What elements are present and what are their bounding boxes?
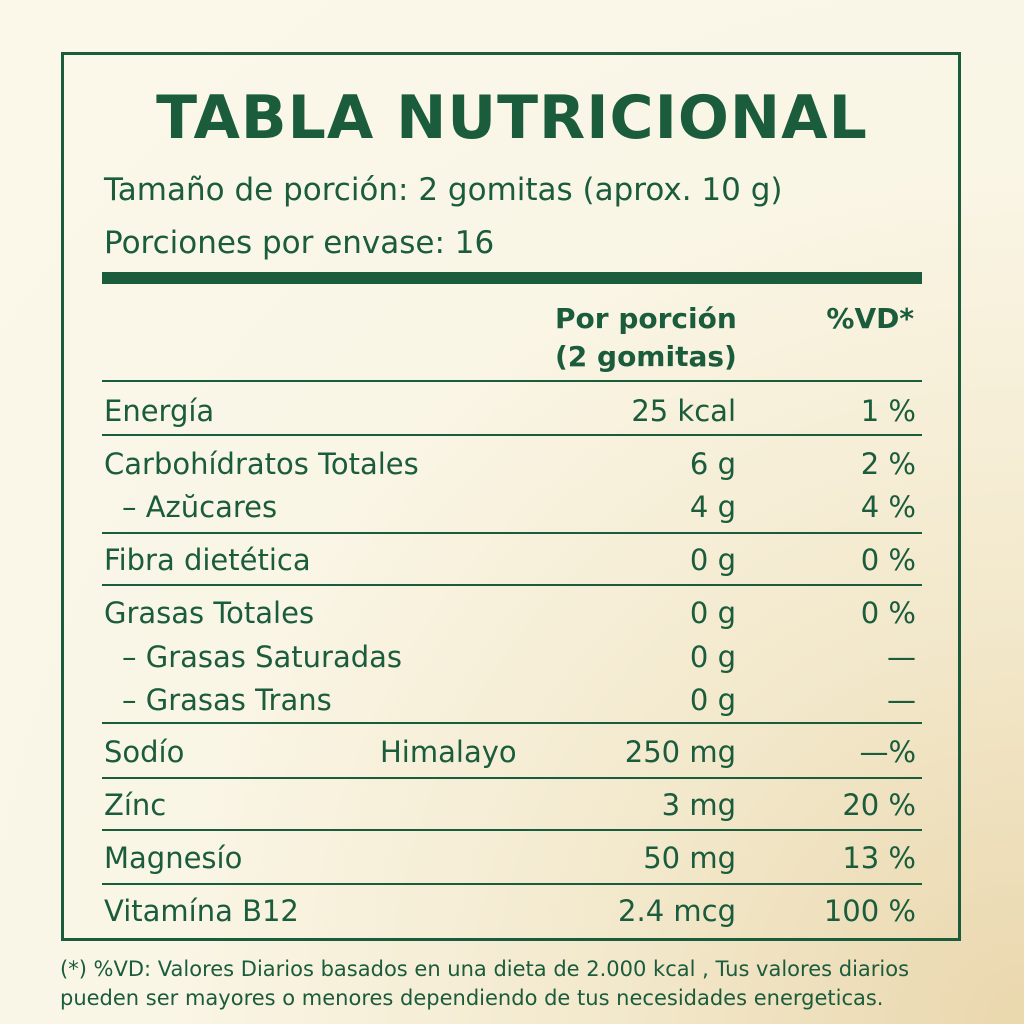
nutrient-amount: 250 mg [624,735,736,769]
nutrient-dv: 20 % [842,788,916,822]
column-header-dv: %VD* [826,302,914,335]
nutrient-amount: 2.4 mcg [618,894,736,928]
nutrient-name: – Grasas Saturadas [122,640,403,674]
nutrient-name: Energía [104,394,215,428]
row-divider [102,434,922,436]
nutrient-row-zinc: Zínc 3 mg 20 % [104,784,916,826]
row-divider [102,722,922,724]
nutrient-name: Fibra dietética [104,543,311,577]
column-header-portion: Por porción (2 gomitas) [555,300,737,376]
nutrient-amount: 6 g [689,447,736,481]
nutrient-row-saturated-fat: – Grasas Saturadas 0 g — [104,636,916,678]
nutrient-amount: 0 g [689,596,736,630]
nutrient-name: Magnesío [104,841,243,875]
nutrient-row-total-fat: Grasas Totales 0 g 0 % [104,592,916,634]
nutrient-amount: 4 g [689,490,736,524]
nutrient-name: Vitamína B12 [104,894,299,928]
column-header-portion-line2: (2 gomitas) [555,340,737,373]
nutrient-dv: 1 % [860,394,916,428]
nutrient-dv: —% [859,735,916,769]
nutrient-amount: 0 g [689,683,736,717]
serving-size: Tamaño de porción: 2 gomitas (aprox. 10 … [104,172,783,208]
nutrient-row-fiber: Fibra dietética 0 g 0 % [104,539,916,581]
column-header-portion-line1: Por porción [555,302,737,335]
nutrient-dv: 13 % [842,841,916,875]
nutrient-dv: — [887,640,916,674]
page-title: TABLA NUTRICIONAL [156,83,868,153]
row-divider [102,532,922,534]
nutrient-row-magnesium: Magnesío 50 mg 13 % [104,837,916,879]
row-divider [102,829,922,831]
nutrient-amount: 3 mg [661,788,736,822]
row-divider [102,584,922,586]
nutrient-name: – Grasas Trans [122,683,332,717]
row-divider [102,883,922,885]
nutrient-dv: 2 % [860,447,916,481]
nutrient-amount: 25 kcal [631,394,736,428]
nutrient-dv: 4 % [860,490,916,524]
row-divider [102,380,922,382]
nutrient-row-trans-fat: – Grasas Trans 0 g — [104,679,916,721]
header-divider [102,272,922,284]
nutrient-row-energy: Energía 25 kcal 1 % [104,390,916,432]
nutrient-name: – Azŭcares [122,490,278,524]
label-frame [61,52,961,941]
nutrient-amount: 0 g [689,543,736,577]
nutrient-amount: 0 g [689,640,736,674]
nutrient-row-vitamin-b12: Vitamína B12 2.4 mcg 100 % [104,890,916,932]
row-divider [102,777,922,779]
nutrient-amount: 50 mg [643,841,736,875]
nutrient-row-sugars: – Azŭcares 4 g 4 % [104,486,916,528]
footnote: (*) %VD: Valores Diarios basados en una … [60,957,910,1010]
nutrient-note: Himalayo [380,735,517,769]
nutrient-dv: — [887,683,916,717]
nutrient-dv: 100 % [823,894,916,928]
nutrient-row-carbohydrates: Carbohídratos Totales 6 g 2 % [104,443,916,485]
nutrient-dv: 0 % [860,543,916,577]
nutrient-name: Grasas Totales [104,596,315,630]
nutrient-row-sodium: Sodío Himalayo 250 mg —% [104,731,916,773]
nutrient-name: Zínc [104,788,167,822]
nutrient-name: Carbohídratos Totales [104,447,419,481]
nutrient-name: Sodío [104,735,185,769]
nutrient-dv: 0 % [860,596,916,630]
servings-per-container: Porciones por envase: 16 [104,225,495,261]
